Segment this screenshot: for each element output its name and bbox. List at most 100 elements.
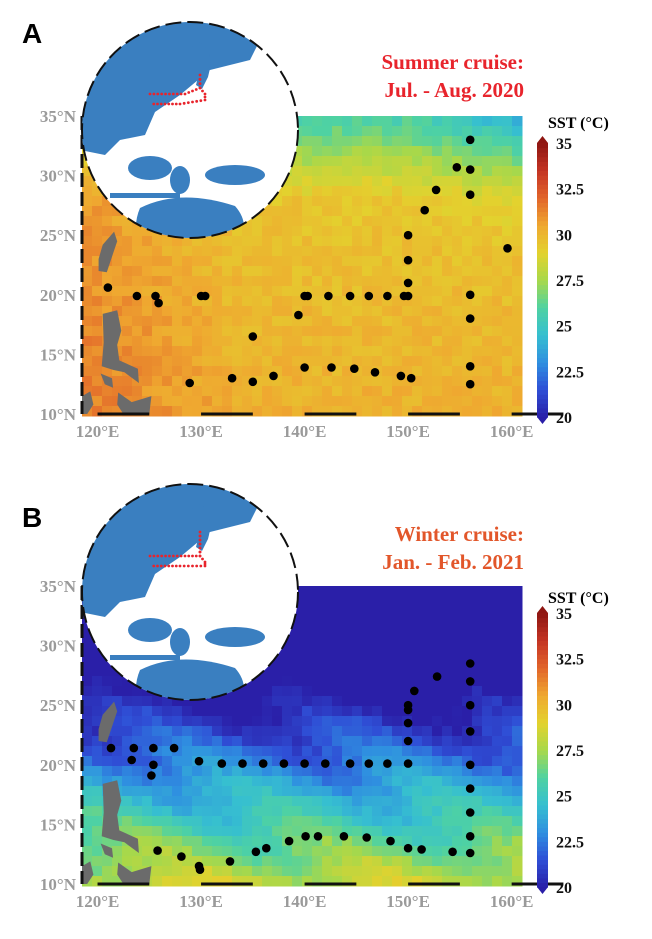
station-point: [238, 759, 247, 768]
colorbar-segment: [537, 704, 548, 710]
route-dot: [148, 92, 152, 96]
route-dot: [199, 564, 203, 568]
station-point: [364, 291, 374, 301]
panel-a-letter: A: [22, 18, 43, 49]
colorbar-segment: [537, 864, 548, 870]
station-point: [339, 832, 349, 841]
colorbar-segment: [537, 339, 548, 345]
colorbar-segment: [537, 804, 548, 810]
station-point: [303, 291, 313, 301]
colorbar-segment: [537, 298, 548, 304]
colorbar-segment: [537, 220, 548, 226]
colorbar-segment: [537, 750, 548, 756]
station-markers: [106, 659, 475, 874]
colorbar-segment: [537, 800, 548, 806]
colorbar-tick-label: 32.5: [556, 182, 584, 199]
route-dot: [198, 77, 202, 81]
colorbar-segment: [537, 818, 548, 824]
colorbar-segment: [537, 781, 548, 788]
colorbar-segment: [537, 394, 548, 400]
colorbar-segment: [537, 311, 548, 318]
route-dot: [203, 98, 207, 102]
colorbar-segment: [537, 763, 548, 769]
borneo-island: [128, 618, 172, 642]
colorbar-segment: [537, 330, 548, 336]
x-tick-label: 140°E: [283, 422, 327, 441]
colorbar-segment: [537, 385, 548, 391]
panel-b-cruise-title: Winter cruise: Jan. - Feb. 2021: [264, 520, 524, 576]
route-dot: [187, 554, 191, 558]
colorbar-segment: [537, 708, 548, 715]
land-polygon: [101, 310, 139, 383]
colorbar-tick-label: 27.5: [556, 273, 584, 290]
colorbar-segment: [537, 877, 548, 884]
station-point: [364, 759, 374, 768]
y-tick-label: 15°N: [40, 345, 77, 364]
colorbar-segment: [537, 147, 548, 153]
station-point: [248, 377, 258, 387]
station-point: [153, 846, 162, 855]
route-dot: [171, 92, 175, 96]
station-point: [301, 832, 310, 841]
station-point: [452, 163, 462, 172]
colorbar-segment: [537, 868, 548, 874]
route-dot: [152, 92, 156, 96]
station-point: [465, 808, 475, 817]
route-dot: [171, 554, 175, 558]
colorbar-segment: [537, 809, 548, 815]
station-point: [410, 686, 419, 696]
station-point: [465, 190, 475, 199]
y-tick-label: 25°N: [40, 226, 77, 245]
station-point: [465, 760, 475, 770]
colorbar-segment: [537, 193, 548, 199]
station-point: [403, 278, 413, 288]
station-point: [403, 705, 413, 715]
colorbar-segment: [537, 695, 548, 701]
colorbar-segment: [537, 873, 548, 879]
station-point: [465, 135, 475, 145]
colorbar-segment: [537, 179, 548, 185]
route-dot: [179, 554, 183, 558]
colorbar-segment: [537, 827, 548, 833]
colorbar-segment: [537, 859, 548, 865]
route-dot: [198, 73, 202, 77]
globe-land: [82, 22, 270, 238]
colorbar-tick-label: 22.5: [556, 834, 584, 851]
station-point: [465, 659, 475, 668]
station-point: [103, 283, 113, 292]
station-point: [431, 185, 441, 195]
colorbar-segment: [537, 713, 548, 719]
route-dot: [164, 554, 167, 558]
station-point: [403, 230, 413, 240]
y-tick-label: 35°N: [40, 107, 77, 126]
colorbar-segment: [537, 307, 548, 313]
route-dot: [201, 89, 204, 93]
colorbar-segment: [537, 613, 548, 619]
station-point: [132, 291, 142, 301]
colorbar-segment: [537, 731, 548, 737]
route-dot: [156, 554, 160, 558]
panel-b-letter: B: [22, 502, 43, 533]
x-tick-label: 120°E: [76, 422, 120, 441]
colorbar-segment: [537, 174, 548, 181]
route-dot: [198, 534, 202, 538]
colorbar-segment: [537, 302, 548, 308]
colorbar-segment: [537, 188, 548, 194]
asia-landmass: [82, 22, 270, 155]
colorbar-tick-label: 27.5: [556, 743, 584, 760]
colorbar-segment: [537, 353, 548, 359]
colorbar-segment: [537, 836, 548, 842]
route-dot: [171, 564, 174, 568]
colorbar-segment: [537, 823, 548, 829]
station-point: [194, 756, 204, 766]
colorbar-segment: [537, 667, 548, 673]
station-point: [258, 759, 268, 768]
colorbar-tick-label: 30: [556, 697, 572, 714]
x-tick-label: 130°E: [179, 422, 223, 441]
station-point: [383, 759, 392, 768]
colorbar-segment: [537, 289, 548, 295]
station-point: [321, 759, 330, 768]
station-point: [417, 845, 426, 854]
y-tick-label: 35°N: [40, 577, 77, 596]
x-tick-label: 160°E: [490, 892, 534, 911]
